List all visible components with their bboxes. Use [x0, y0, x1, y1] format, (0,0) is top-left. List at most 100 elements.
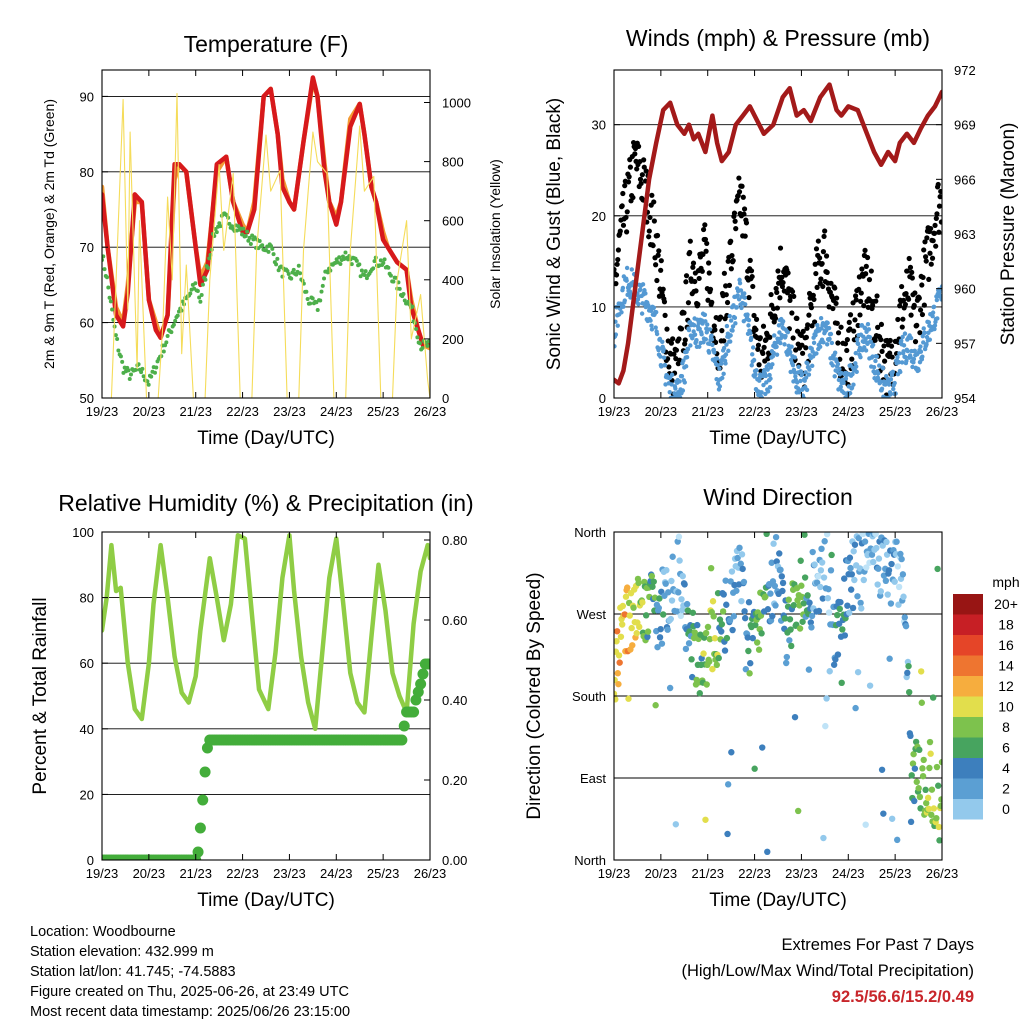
direction-point [703, 681, 710, 688]
y-tick-label: East [580, 771, 606, 786]
wind-point [932, 323, 938, 328]
gust-point [626, 174, 632, 180]
direction-point [923, 799, 930, 807]
wind-point [932, 326, 937, 332]
created-text: Figure created on Thu, 2025-06-26, at 23… [30, 984, 349, 1000]
chart-title: Winds (mph) & Pressure (mb) [626, 25, 930, 51]
direction-point [728, 568, 736, 575]
legend-swatch [953, 655, 983, 676]
gust-point [934, 211, 940, 217]
wind-point [750, 352, 755, 357]
gust-point [703, 248, 709, 254]
direction-point [706, 658, 713, 665]
direction-point [734, 554, 741, 562]
wind-point [622, 298, 627, 303]
wind-point [865, 322, 871, 327]
legend-swatch [953, 594, 983, 615]
direction-point [700, 650, 707, 657]
wind-point [688, 343, 693, 348]
gust-point [849, 356, 855, 362]
direction-point [666, 684, 674, 692]
gust-point [872, 337, 878, 343]
gust-point [842, 341, 849, 347]
gust-point [864, 254, 871, 261]
gust-point [702, 222, 708, 228]
gust-point [803, 345, 809, 351]
gust-point [731, 210, 738, 216]
dewpoint-point [129, 372, 134, 377]
y2-tick-label: 0.20 [442, 773, 467, 788]
gust-point [653, 262, 659, 268]
wind-point [705, 322, 710, 327]
gust-point [614, 261, 620, 267]
dewpoint-point [107, 295, 112, 300]
dewpoint-point [391, 279, 396, 284]
direction-point [797, 557, 804, 564]
direction-point [764, 606, 772, 613]
gust-point [768, 291, 774, 298]
wind-point [836, 377, 842, 383]
wind-point [694, 337, 699, 343]
dewpoint-point [304, 289, 309, 294]
direction-point [898, 555, 905, 563]
direction-point [614, 670, 621, 677]
gust-point [908, 312, 914, 318]
wind-point [871, 364, 877, 370]
direction-point [841, 575, 848, 582]
wind-point [691, 323, 697, 328]
direction-point [664, 626, 671, 633]
wind-point [624, 265, 630, 271]
gust-point [868, 268, 874, 274]
gust-point [706, 270, 712, 276]
direction-point [818, 559, 826, 566]
gust-point [919, 282, 925, 288]
dewpoint-point [401, 291, 406, 296]
gust-point [709, 299, 715, 305]
dewpoint-point [195, 288, 200, 293]
gust-point [912, 290, 918, 296]
direction-point [614, 696, 619, 703]
direction-point [872, 532, 879, 538]
wind-point [837, 366, 842, 372]
gust-point [620, 190, 626, 197]
wind-point [780, 319, 786, 324]
dewpoint-point [378, 258, 383, 263]
gust-point [919, 311, 926, 318]
wind-point [776, 323, 782, 328]
direction-point [934, 565, 941, 573]
direction-point [798, 582, 805, 589]
wind-point [899, 360, 905, 365]
gust-point [632, 151, 638, 157]
elevation-text: Station elevation: 432.999 m [30, 944, 214, 960]
direction-point [837, 599, 844, 606]
precip-point [424, 658, 430, 670]
wind-point [789, 344, 794, 349]
wind-point [730, 324, 736, 329]
direction-point [870, 558, 877, 566]
direction-point [619, 621, 626, 628]
direction-point [626, 612, 633, 619]
dewpoint-point [106, 285, 111, 290]
dewpoint-point [113, 333, 118, 338]
gust-point [820, 249, 827, 255]
gust-point [646, 228, 652, 234]
gust-point [728, 266, 734, 272]
direction-point [624, 584, 631, 591]
gust-point [887, 350, 893, 356]
dewpoint-point [115, 336, 120, 341]
x-tick-label: 23/23 [785, 404, 818, 419]
gust-point [671, 351, 677, 357]
gust-point [900, 316, 906, 322]
wind-point [653, 325, 658, 330]
direction-point [860, 576, 867, 584]
y2-axis-label: Station Pressure (Maroon) [998, 123, 1019, 346]
direction-point [877, 588, 885, 595]
gust-point [700, 226, 707, 233]
legend-label: 6 [1002, 740, 1010, 756]
wind-point [912, 348, 918, 354]
x-tick-label: 24/23 [320, 866, 353, 881]
direction-point [630, 604, 637, 611]
direction-point [838, 679, 845, 687]
direction-point [726, 617, 734, 624]
direction-point [855, 534, 862, 542]
